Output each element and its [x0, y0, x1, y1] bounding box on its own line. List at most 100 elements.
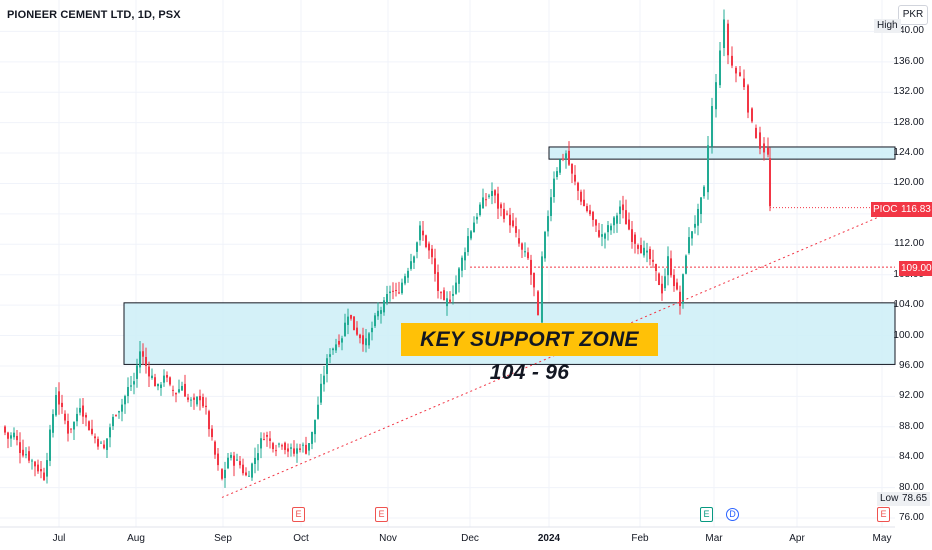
candle-body	[100, 442, 102, 444]
candle	[160, 382, 162, 396]
earnings-icon[interactable]: E	[375, 507, 388, 522]
support-zone-banner: KEY SUPPORT ZONE 104 - 96	[401, 323, 658, 384]
candle	[759, 126, 761, 155]
time-tick-label: Feb	[631, 533, 649, 544]
candle	[458, 267, 460, 293]
candle	[568, 141, 570, 166]
candle-body	[40, 469, 42, 472]
earnings-icon[interactable]: E	[292, 507, 305, 522]
candle	[329, 348, 331, 364]
earnings-icon[interactable]: E	[700, 507, 713, 522]
candle	[434, 248, 436, 282]
candle	[763, 137, 765, 161]
candle-body	[727, 23, 729, 56]
price-tick-label: 84.00	[898, 451, 924, 463]
time-tick-label: Dec	[461, 533, 479, 544]
candle-body	[175, 392, 177, 395]
candle-body	[22, 449, 24, 456]
candle	[634, 232, 636, 254]
candle-body	[559, 159, 561, 173]
candle-body	[94, 436, 96, 439]
candle	[284, 441, 286, 455]
candle-body	[544, 231, 546, 259]
candle-body	[326, 358, 328, 374]
candle	[422, 221, 424, 241]
candle	[40, 460, 42, 479]
earnings-icon[interactable]: E	[877, 507, 890, 522]
candle-body	[416, 242, 418, 252]
candle-body	[449, 299, 451, 302]
candle-body	[767, 147, 769, 155]
candle-body	[679, 291, 681, 306]
candle	[272, 441, 274, 453]
candle-body	[589, 210, 591, 215]
candle	[58, 382, 60, 415]
dividend-icon[interactable]: D	[726, 508, 739, 521]
candle-body	[592, 211, 594, 220]
candle	[37, 459, 39, 474]
candle-body	[13, 432, 15, 438]
candle	[428, 241, 430, 259]
candle-body	[524, 251, 526, 253]
price-tick-label: 132.00	[893, 86, 924, 98]
candle-body	[625, 210, 627, 225]
candle	[449, 291, 451, 304]
candle	[537, 290, 539, 316]
candle	[178, 379, 180, 394]
candle-body	[643, 247, 645, 256]
candle	[503, 202, 505, 223]
candle	[580, 189, 582, 206]
candle	[550, 189, 552, 222]
candle	[586, 203, 588, 213]
candle	[205, 397, 207, 415]
candle	[142, 343, 144, 366]
candle-body	[565, 153, 567, 159]
candle-body	[751, 108, 753, 122]
candle-body	[97, 438, 99, 447]
candle	[227, 453, 229, 470]
candle-body	[221, 469, 223, 479]
candle	[338, 334, 340, 348]
candle	[196, 396, 198, 407]
candle-body	[19, 442, 21, 454]
candle-body	[401, 282, 403, 294]
candle	[437, 264, 439, 299]
candle-body	[272, 443, 274, 450]
candle	[386, 285, 388, 306]
candle	[269, 431, 271, 449]
candle	[230, 452, 232, 461]
time-tick-label: Apr	[789, 533, 805, 544]
candle	[266, 431, 268, 447]
candle-body	[245, 472, 247, 476]
candle-body	[518, 238, 520, 244]
candle	[688, 227, 690, 255]
candle-body	[640, 245, 642, 254]
candle-body	[154, 377, 156, 387]
candle-body	[82, 405, 84, 417]
candle	[735, 66, 737, 83]
currency-button[interactable]: PKR	[898, 5, 928, 25]
candle	[491, 182, 493, 205]
price-tick-label: 96.00	[898, 359, 924, 371]
candle-body	[49, 429, 51, 461]
candle-body	[506, 213, 508, 215]
candle-body	[293, 448, 295, 454]
candle-body	[359, 334, 361, 339]
candle	[646, 242, 648, 263]
candle-body	[646, 250, 648, 253]
candle	[625, 199, 627, 225]
candle	[19, 432, 21, 464]
candle-body	[377, 310, 379, 317]
candle-body	[386, 294, 388, 303]
candle	[368, 331, 370, 349]
candle	[323, 366, 325, 392]
candle	[311, 431, 313, 450]
candle-body	[723, 19, 725, 48]
candle	[10, 432, 12, 447]
candle-body	[58, 391, 60, 405]
candle-body	[607, 225, 609, 233]
candle-body	[233, 455, 235, 466]
price-tick-label: 80.00	[898, 481, 924, 493]
candle-body	[151, 375, 153, 378]
